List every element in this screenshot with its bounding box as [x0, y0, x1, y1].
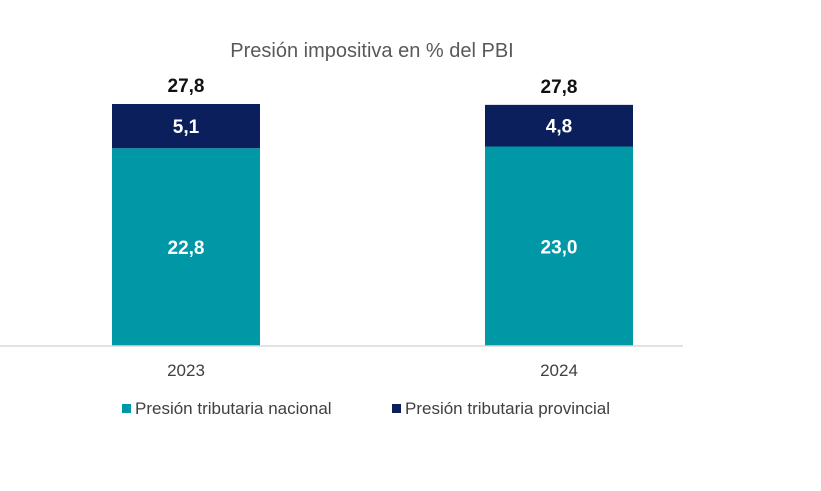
legend: Presión tributaria nacional Presión trib… — [122, 399, 610, 418]
bar-2023-provincial — [112, 104, 260, 149]
x-tick-2024: 2024 — [540, 361, 578, 380]
x-tick-labels: 2023 2024 — [167, 361, 578, 380]
data-label-2023-nacional: 22,8 — [168, 238, 205, 259]
chart-title: Presión impositiva en % del PBI — [230, 40, 513, 62]
legend-label-provincial: Presión tributaria provincial — [405, 399, 610, 418]
legend-swatch-nacional — [122, 404, 131, 413]
data-label-2023-provincial: 5,1 — [173, 117, 200, 138]
bar-2024-provincial — [485, 104, 633, 147]
bar-2023-nacional — [112, 148, 260, 346]
data-label-2024-provincial: 4,8 — [546, 117, 572, 138]
data-label-2024-nacional: 23,0 — [541, 237, 578, 258]
bar-2024-nacional — [485, 146, 633, 346]
legend-label-nacional: Presión tributaria nacional — [135, 399, 332, 418]
x-tick-2023: 2023 — [167, 361, 205, 380]
bars-layer: 22,8 5,1 27,8 23,0 4,8 27,8 — [112, 76, 633, 346]
total-label-2024: 27,8 — [541, 77, 578, 98]
total-label-2023: 27,8 — [168, 76, 205, 97]
legend-swatch-provincial — [392, 404, 401, 413]
